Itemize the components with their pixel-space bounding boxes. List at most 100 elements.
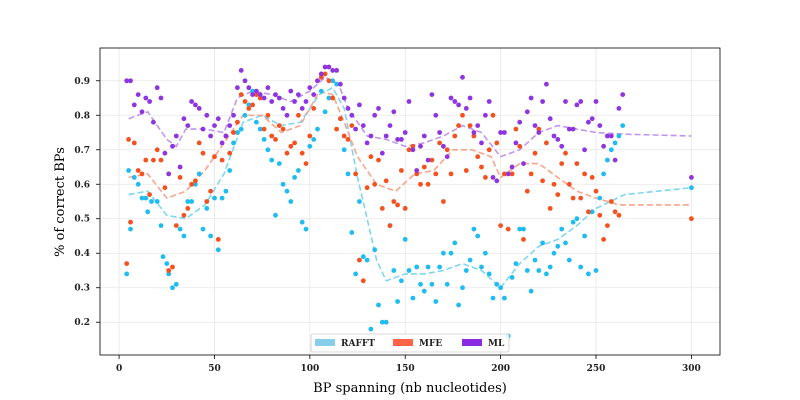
rafft-point — [498, 285, 503, 291]
rafft-point — [158, 223, 164, 229]
ml-point — [521, 161, 526, 167]
rafft-point — [460, 285, 465, 291]
rafft-point — [467, 257, 473, 263]
rafft-point — [395, 299, 400, 304]
ml-point — [200, 126, 206, 132]
rafft-point — [444, 281, 450, 287]
mfe-point — [131, 140, 137, 146]
ml-point — [425, 157, 431, 163]
ml-point — [563, 99, 568, 104]
rafft-point — [360, 254, 366, 260]
ml-point — [147, 99, 153, 104]
mfe-point — [292, 140, 297, 146]
mfe-point — [353, 171, 358, 177]
rafft-point — [345, 171, 351, 177]
ml-point — [406, 99, 412, 104]
rafft-point — [540, 240, 545, 246]
mfe-point — [269, 133, 275, 139]
mfe-point — [528, 171, 534, 177]
mfe-point — [147, 192, 153, 198]
mfe-legend-swatch — [393, 339, 413, 346]
mfe-point — [425, 181, 431, 187]
mfe-point — [414, 171, 420, 177]
ml-point — [219, 140, 225, 146]
mfe-point — [276, 123, 282, 128]
mfe-point — [372, 181, 378, 187]
mfe-point — [547, 206, 553, 211]
mfe-point — [330, 95, 336, 101]
ml-point — [376, 106, 381, 111]
ml-point — [273, 92, 278, 97]
mfe-point — [135, 168, 141, 173]
rafft-point — [170, 285, 175, 291]
rafft-point — [574, 216, 580, 222]
mfe-point — [128, 219, 133, 225]
mfe-point — [280, 126, 286, 132]
ml-point — [379, 150, 385, 156]
rafft-point — [307, 143, 313, 149]
plot-area — [100, 48, 720, 355]
rafft-point — [490, 295, 496, 301]
rafft-point — [608, 147, 614, 153]
ml-point — [131, 102, 137, 108]
ml-point — [215, 116, 221, 122]
ml-point — [460, 74, 465, 80]
mfe-point — [578, 195, 584, 201]
mfe-point — [208, 188, 214, 194]
mfe-point — [479, 164, 484, 170]
rafft-point — [185, 199, 191, 204]
ml-point — [227, 123, 233, 128]
ml-point — [483, 112, 488, 118]
y-tick-label: 0.8 — [74, 111, 90, 121]
ml-point — [173, 133, 179, 139]
ml-point — [441, 143, 446, 149]
rafft-point — [164, 261, 170, 266]
mfe-point — [536, 126, 542, 132]
rafft-point — [257, 126, 263, 132]
mfe-point — [689, 216, 694, 222]
ml-point — [421, 133, 427, 139]
mfe-point — [502, 171, 507, 177]
y-tick-label: 0.4 — [74, 249, 90, 259]
ml-point — [509, 164, 515, 170]
mfe-point — [605, 223, 610, 229]
ml-point — [288, 88, 294, 94]
mfe-point — [273, 137, 278, 142]
rafft-point — [250, 88, 256, 94]
mfe-point — [368, 154, 374, 160]
rafft-point — [326, 95, 332, 101]
rafft-point — [318, 88, 324, 94]
ml-point — [334, 68, 339, 73]
ml-point — [566, 126, 572, 132]
x-tick-label: 200 — [491, 364, 510, 374]
rafft-point — [437, 264, 442, 270]
mfe-point — [406, 147, 412, 153]
rafft-point — [406, 268, 412, 273]
mfe-point — [318, 74, 324, 80]
mfe-point — [322, 71, 328, 77]
mfe-point — [555, 192, 561, 198]
ml-point — [582, 147, 587, 153]
mfe-point — [559, 161, 565, 167]
rafft-point — [399, 278, 404, 284]
ml-point — [372, 112, 378, 118]
rafft-point — [212, 195, 217, 201]
mfe-point — [467, 123, 473, 128]
mfe-point — [540, 178, 545, 184]
rafft-point — [517, 226, 523, 232]
ml-point — [299, 106, 305, 111]
ml-point — [330, 68, 336, 73]
ml-point — [524, 109, 530, 115]
ml-point — [315, 78, 320, 84]
mfe-point — [524, 188, 530, 194]
ml-point — [318, 71, 324, 77]
ml-point — [189, 99, 195, 104]
y-tick-label: 0.2 — [74, 318, 90, 328]
mfe-point — [139, 171, 145, 177]
mfe-point — [441, 199, 446, 204]
x-axis-ticks: 0 50 100 150 200 250 300 — [116, 355, 701, 374]
rafft-point — [536, 268, 542, 273]
ml-point — [528, 95, 534, 101]
rafft-point — [315, 126, 320, 132]
rafft-point — [160, 254, 166, 260]
